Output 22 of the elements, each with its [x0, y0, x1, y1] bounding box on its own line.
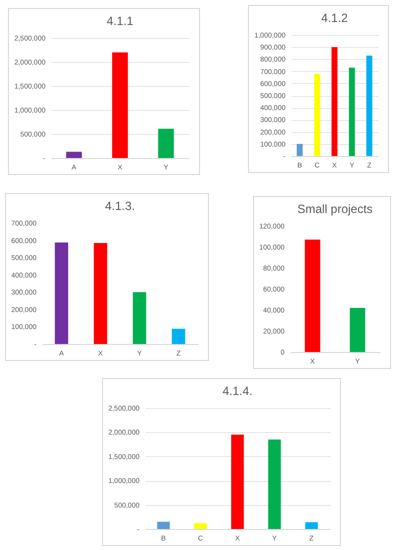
bar [332, 47, 338, 156]
bar [231, 434, 244, 529]
bar [158, 128, 174, 158]
chart-title: 4.1.2 [321, 11, 348, 25]
bar [132, 292, 146, 344]
bar [172, 328, 186, 344]
bar [305, 522, 318, 529]
chart-title: Small projects [297, 202, 373, 216]
bar [112, 52, 128, 158]
chart-title: 4.1.4. [222, 384, 253, 398]
bar [366, 56, 372, 156]
bar [296, 144, 303, 156]
bar [314, 74, 320, 156]
chart-title: 4.1.1 [106, 14, 134, 28]
bar [157, 522, 170, 529]
bar [348, 68, 355, 156]
bar [268, 439, 281, 529]
chart-title: 4.1.3. [104, 199, 136, 213]
bar [54, 242, 68, 344]
bar [94, 243, 108, 344]
bar [194, 523, 207, 529]
bar [66, 152, 82, 158]
